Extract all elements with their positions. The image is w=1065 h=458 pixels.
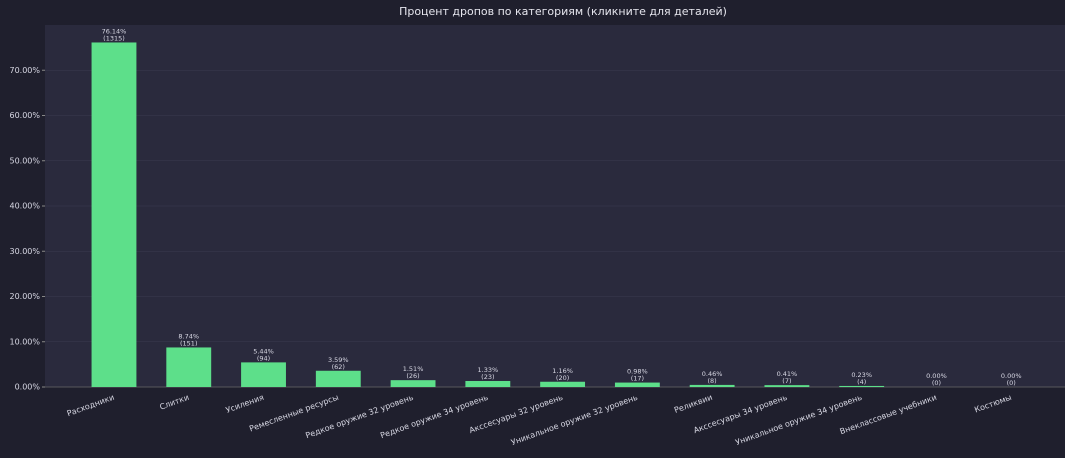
count-label: (7) bbox=[782, 377, 791, 385]
count-label: (23) bbox=[481, 373, 494, 381]
count-label: (20) bbox=[556, 374, 569, 382]
count-label: (151) bbox=[180, 339, 197, 347]
count-label: (4) bbox=[857, 378, 866, 386]
value-label: 0.46% bbox=[702, 370, 723, 378]
y-tick-label: 20.00% bbox=[9, 292, 40, 301]
y-tick-label: 50.00% bbox=[9, 156, 40, 165]
value-label: 0.00% bbox=[926, 372, 947, 380]
value-label: 0.00% bbox=[1001, 372, 1022, 380]
count-label: (1315) bbox=[103, 34, 125, 42]
y-tick-label: 40.00% bbox=[9, 202, 40, 211]
y-tick-label: 60.00% bbox=[9, 111, 40, 120]
count-label: (17) bbox=[631, 375, 644, 383]
y-tick-label: 30.00% bbox=[9, 247, 40, 256]
value-label: 1.16% bbox=[552, 367, 573, 375]
bar bbox=[540, 381, 586, 387]
bar bbox=[689, 384, 735, 387]
count-label: (26) bbox=[406, 372, 419, 380]
value-label: 8.74% bbox=[178, 332, 199, 340]
value-label: 3.59% bbox=[328, 356, 349, 364]
value-label: 5.44% bbox=[253, 347, 274, 355]
y-tick-label: 0.00% bbox=[15, 383, 41, 392]
bar bbox=[91, 42, 137, 388]
bar bbox=[315, 370, 361, 387]
bar bbox=[390, 380, 436, 387]
value-label: 0.23% bbox=[851, 371, 872, 379]
count-label: (94) bbox=[257, 354, 270, 362]
chart-title: Процент дропов по категориям (кликните д… bbox=[399, 5, 727, 18]
count-label: (8) bbox=[708, 377, 717, 385]
value-label: 0.41% bbox=[777, 370, 798, 378]
y-tick-label: 70.00% bbox=[9, 66, 40, 75]
count-label: (62) bbox=[332, 363, 345, 371]
bar bbox=[764, 385, 810, 387]
bar bbox=[241, 362, 286, 387]
y-tick-label: 10.00% bbox=[9, 337, 40, 346]
bar bbox=[166, 347, 212, 387]
value-label: 0.98% bbox=[627, 368, 648, 376]
bar bbox=[465, 380, 511, 387]
bar bbox=[839, 385, 885, 387]
value-label: 1.33% bbox=[478, 366, 499, 374]
value-label: 1.51% bbox=[403, 365, 424, 373]
count-label: (0) bbox=[932, 379, 941, 387]
bar bbox=[614, 382, 660, 387]
count-label: (0) bbox=[1007, 379, 1016, 387]
value-label: 76.14% bbox=[102, 27, 127, 35]
